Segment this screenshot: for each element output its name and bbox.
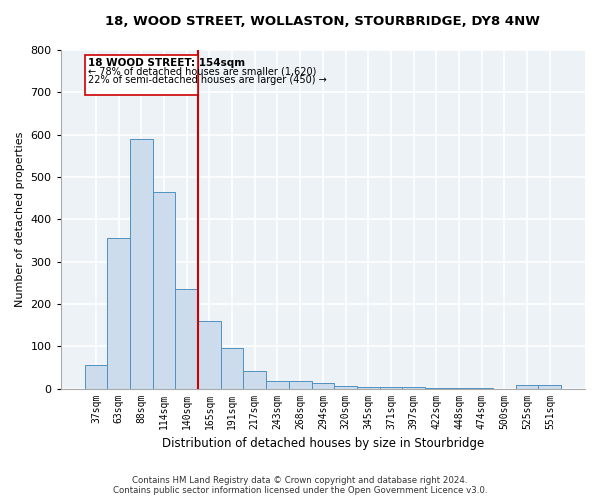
X-axis label: Distribution of detached houses by size in Stourbridge: Distribution of detached houses by size … bbox=[162, 437, 484, 450]
Y-axis label: Number of detached properties: Number of detached properties bbox=[15, 132, 25, 307]
Title: 18, WOOD STREET, WOLLASTON, STOURBRIDGE, DY8 4NW: 18, WOOD STREET, WOLLASTON, STOURBRIDGE,… bbox=[106, 15, 540, 28]
Text: Contains HM Land Registry data © Crown copyright and database right 2024.
Contai: Contains HM Land Registry data © Crown c… bbox=[113, 476, 487, 495]
Bar bbox=[221, 348, 244, 389]
Bar bbox=[266, 381, 289, 388]
Text: 22% of semi-detached houses are larger (450) →: 22% of semi-detached houses are larger (… bbox=[88, 76, 326, 86]
Bar bbox=[334, 386, 357, 388]
Bar bbox=[107, 238, 130, 388]
Text: ← 78% of detached houses are smaller (1,620): ← 78% of detached houses are smaller (1,… bbox=[88, 67, 316, 77]
Text: 18 WOOD STREET: 154sqm: 18 WOOD STREET: 154sqm bbox=[88, 58, 245, 68]
Bar bbox=[198, 321, 221, 388]
Bar bbox=[85, 366, 107, 388]
Bar bbox=[85, 55, 198, 96]
Bar bbox=[538, 385, 561, 388]
Bar bbox=[311, 384, 334, 388]
Bar bbox=[175, 289, 198, 388]
Bar bbox=[516, 385, 538, 388]
Bar bbox=[244, 371, 266, 388]
Bar bbox=[130, 139, 152, 388]
Bar bbox=[289, 381, 311, 388]
Bar bbox=[152, 192, 175, 388]
